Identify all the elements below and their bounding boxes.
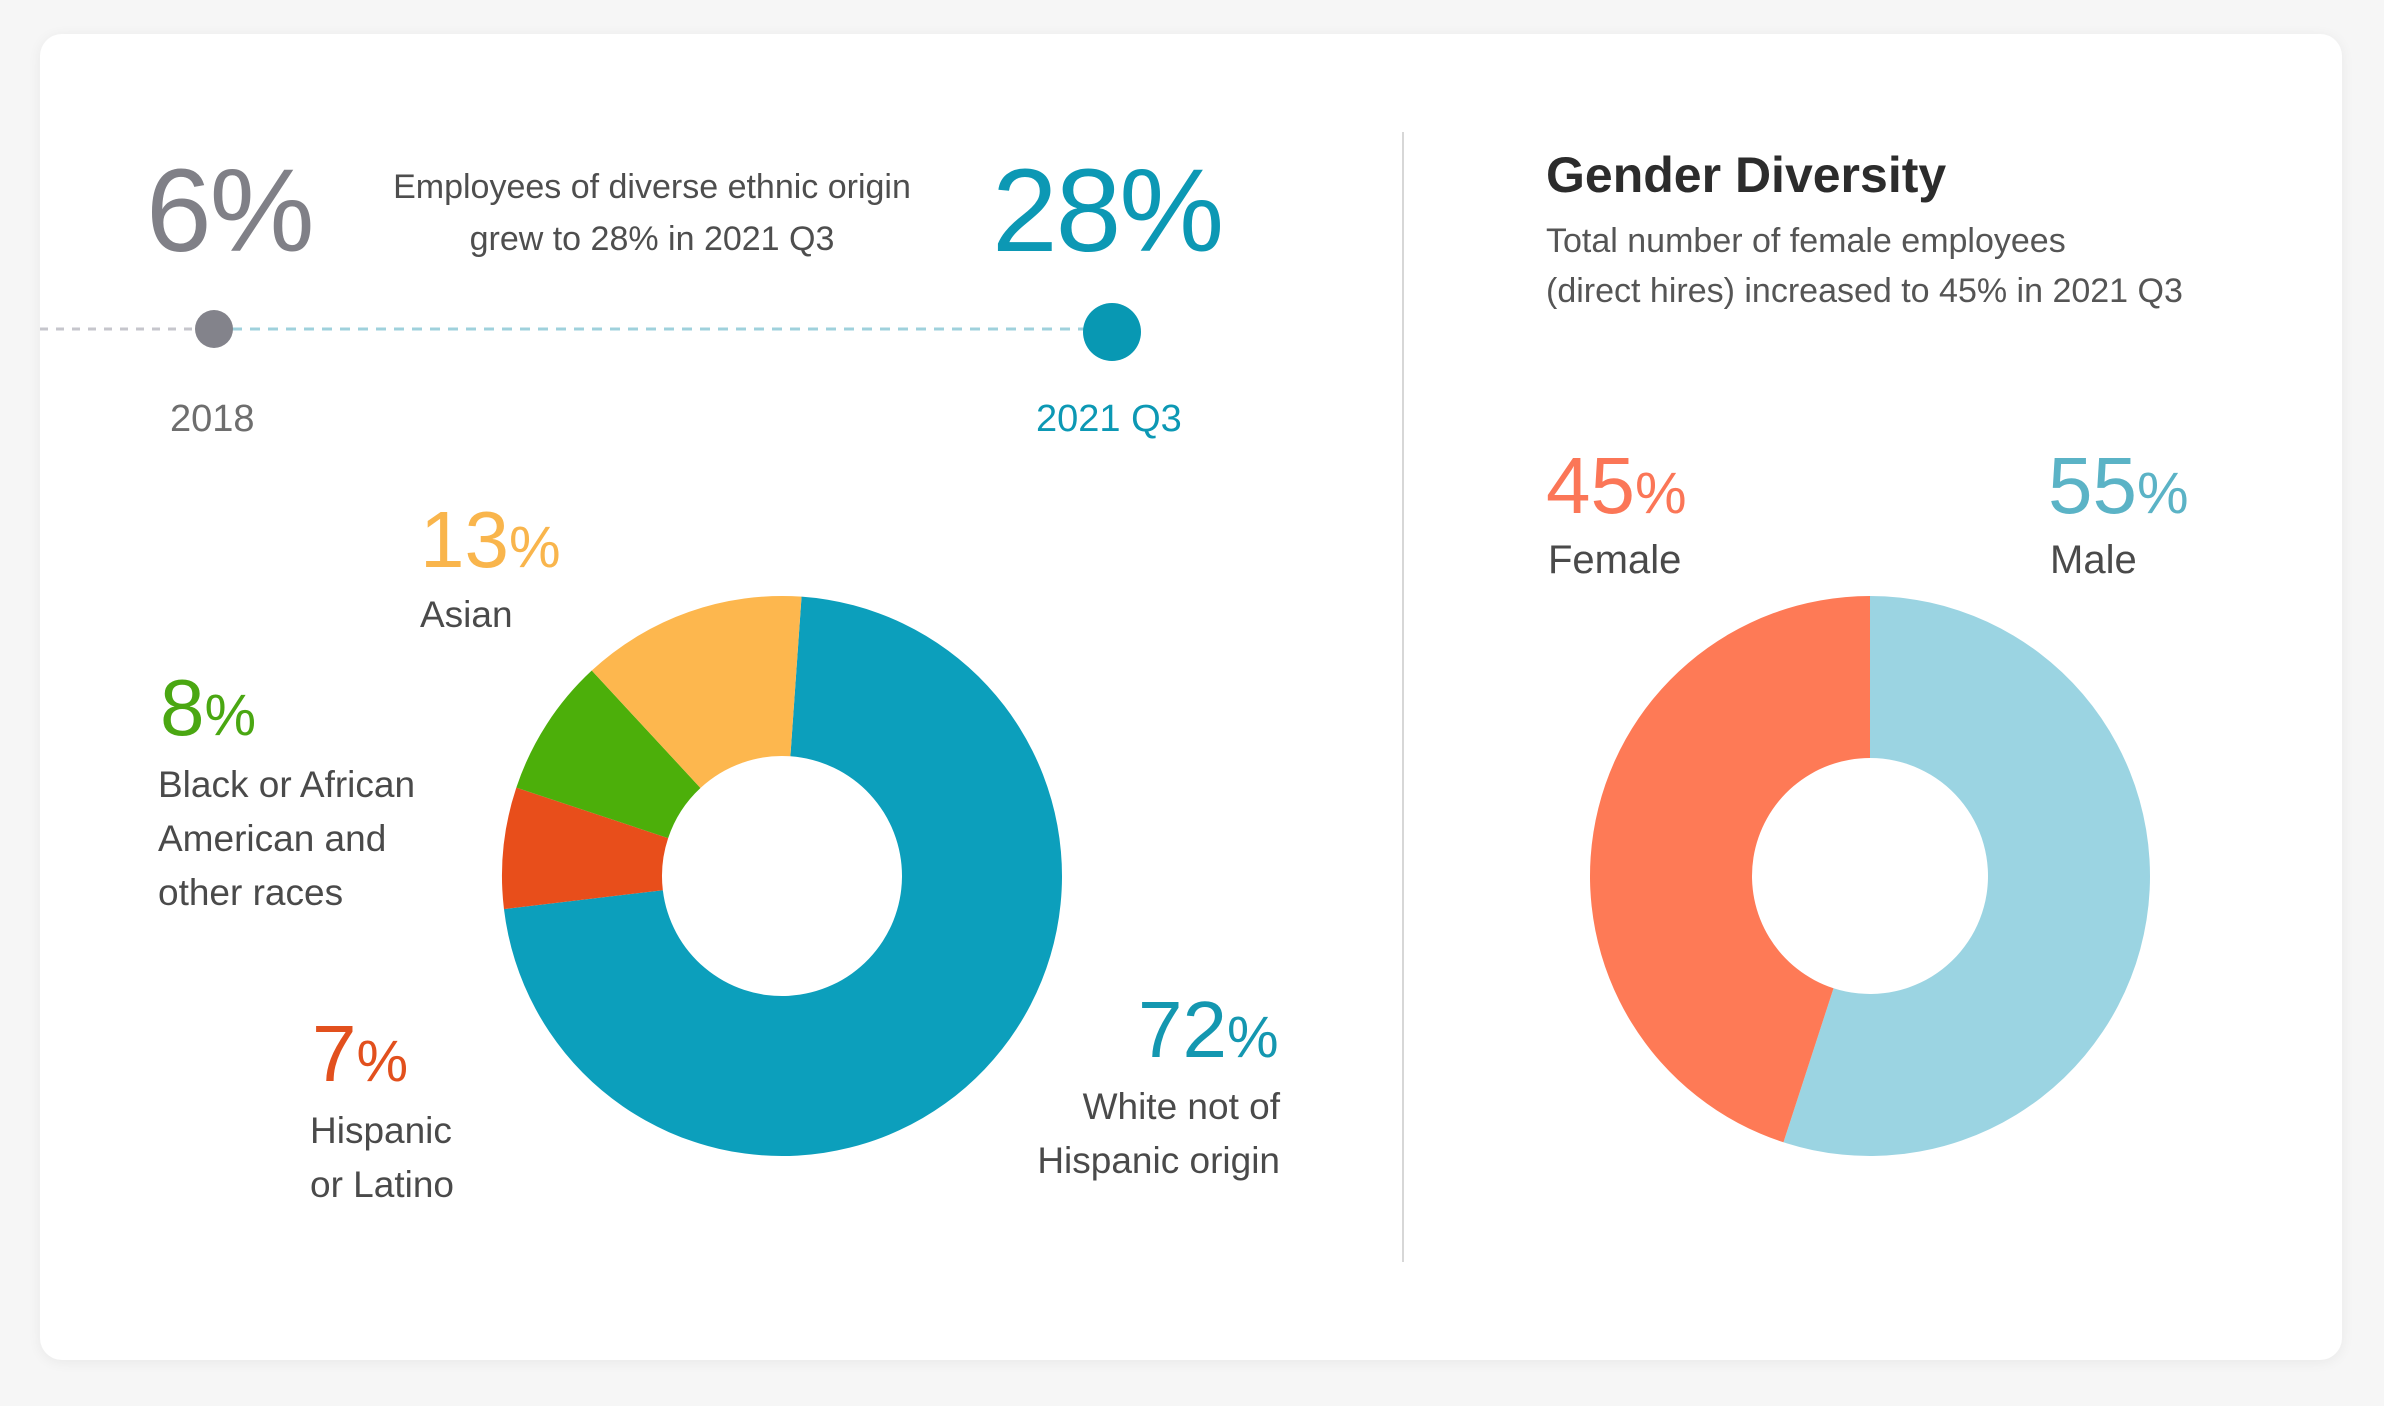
gender-donut-chart <box>1590 596 2150 1156</box>
female-label: Female <box>1548 538 1682 582</box>
asian-label: Asian <box>420 594 513 635</box>
hispanic-label: Hispanic or Latino <box>310 1104 454 1212</box>
white-percent-value: 72 <box>1138 985 1227 1074</box>
white-label-line-1: White not of <box>1082 1086 1280 1127</box>
timeline-point-2018 <box>195 310 233 348</box>
hispanic-label-line-2: or Latino <box>310 1164 454 1205</box>
ethnic-donut-chart <box>502 596 1062 1156</box>
end-year-label: 2021 Q3 <box>1036 398 1182 440</box>
black-label-line-3: other races <box>158 872 344 913</box>
donut-slice-asian <box>591 596 802 788</box>
description-line-2: grew to 28% in 2021 Q3 <box>469 220 835 258</box>
white-label-line-2: Hispanic origin <box>1037 1140 1280 1181</box>
end-percent: 28% <box>992 145 1224 277</box>
timeline-description: Employees of diverse ethnic origin grew … <box>372 161 932 265</box>
black-label-line-2: American and <box>158 818 387 859</box>
donut-slice-white-not-of-hispanic-origin <box>503 596 1062 1156</box>
white-percent-symbol: % <box>1226 1005 1279 1070</box>
description-line-1: Employees of diverse ethnic origin <box>393 168 911 206</box>
male-percent: 55% <box>2048 446 2189 526</box>
black-label-line-1: Black or African <box>158 764 416 805</box>
donut-slice-black-or-african-american-and-other-races <box>516 670 701 839</box>
female-percent: 45% <box>1546 446 1687 526</box>
timeline-point-2021q3 <box>1083 303 1141 361</box>
gender-subtitle-line-2: (direct hires) increased to 45% in 2021 … <box>1546 272 2183 310</box>
white-percent: 72% <box>1138 990 1279 1070</box>
asian-percent-symbol: % <box>508 515 561 580</box>
donut-slice-hispanic-or-latino <box>502 787 669 910</box>
donut-slice-female <box>1590 596 1870 1143</box>
black-label: Black or African American and other race… <box>158 758 415 920</box>
asian-percent-value: 13 <box>420 495 509 584</box>
male-percent-symbol: % <box>2136 461 2189 526</box>
asian-percent: 13% <box>420 500 561 580</box>
start-year-label: 2018 <box>170 398 255 440</box>
black-percent: 8% <box>160 668 256 748</box>
section-divider <box>1402 132 1404 1262</box>
male-label: Male <box>2050 538 2137 582</box>
hispanic-percent-symbol: % <box>356 1029 409 1094</box>
white-label: White not of Hispanic origin <box>990 1080 1280 1188</box>
black-percent-symbol: % <box>204 683 257 748</box>
male-percent-value: 55 <box>2048 441 2137 530</box>
gender-subtitle: Total number of female employees (direct… <box>1546 216 2183 316</box>
hispanic-percent-value: 7 <box>312 1009 357 1098</box>
female-percent-symbol: % <box>1634 461 1687 526</box>
gender-subtitle-line-1: Total number of female employees <box>1546 222 2066 260</box>
gender-title: Gender Diversity <box>1546 147 1947 203</box>
donut-slice-male <box>1783 596 2150 1156</box>
start-percent: 6% <box>146 145 315 277</box>
black-percent-value: 8 <box>160 663 205 752</box>
hispanic-percent: 7% <box>312 1014 408 1094</box>
hispanic-label-line-1: Hispanic <box>310 1110 452 1151</box>
female-percent-value: 45 <box>1546 441 1635 530</box>
